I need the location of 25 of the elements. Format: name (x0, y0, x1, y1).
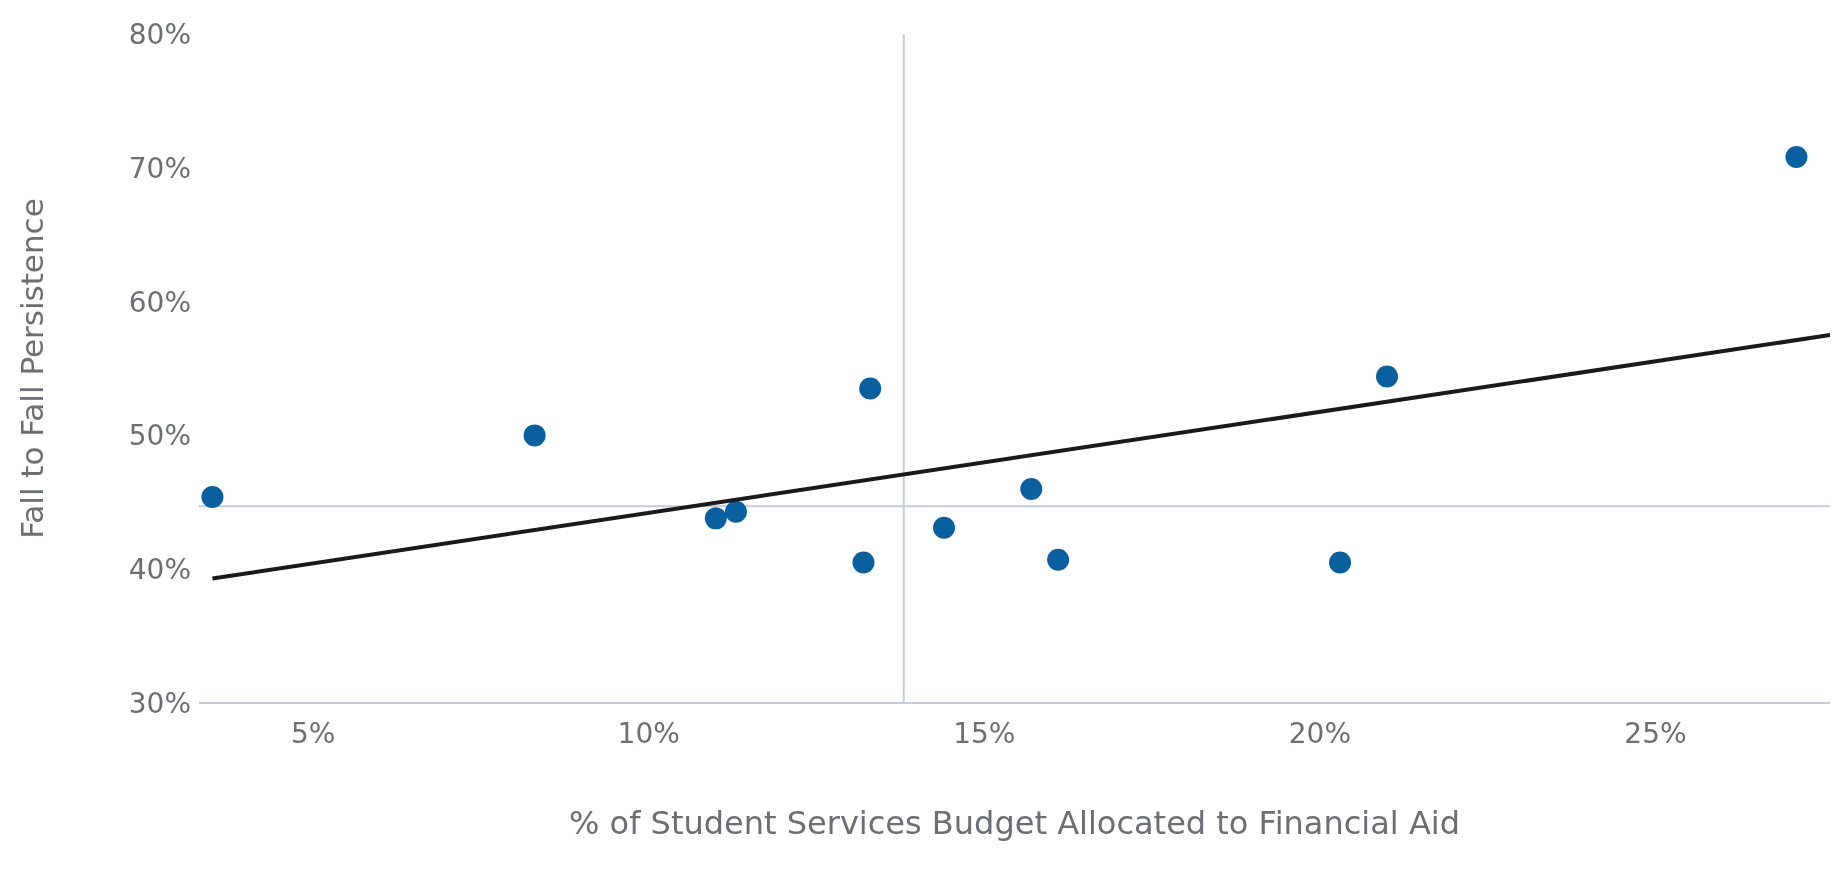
y-tick-label: 40% (128, 553, 191, 587)
x-tick-label: 10% (617, 716, 680, 750)
x-tick-label: 15% (953, 716, 1016, 750)
y-tick-label: 60% (128, 285, 191, 319)
point (1047, 548, 1070, 571)
point (1329, 551, 1352, 574)
x-tick-label: 20% (1288, 716, 1352, 750)
point (933, 516, 956, 539)
point (724, 500, 747, 523)
point (1020, 477, 1043, 500)
x-axis-title: % of Student Services Budget Allocated to Financial Aid (568, 803, 1461, 844)
y-tick-label: 50% (128, 419, 191, 453)
x-tick-label: 5% (290, 716, 336, 750)
point (201, 485, 224, 508)
y-tick-label: 30% (128, 686, 191, 720)
y-tick-label: 80% (128, 17, 191, 51)
point (859, 377, 882, 400)
y-axis-title: Fall to Fall Persistence (14, 198, 51, 539)
x-tick-label: 25% (1624, 716, 1687, 750)
point (1376, 365, 1399, 388)
point (1785, 146, 1808, 169)
y-tick-label: 70% (128, 151, 191, 185)
point (852, 551, 875, 574)
point (523, 424, 546, 447)
point (704, 507, 727, 530)
